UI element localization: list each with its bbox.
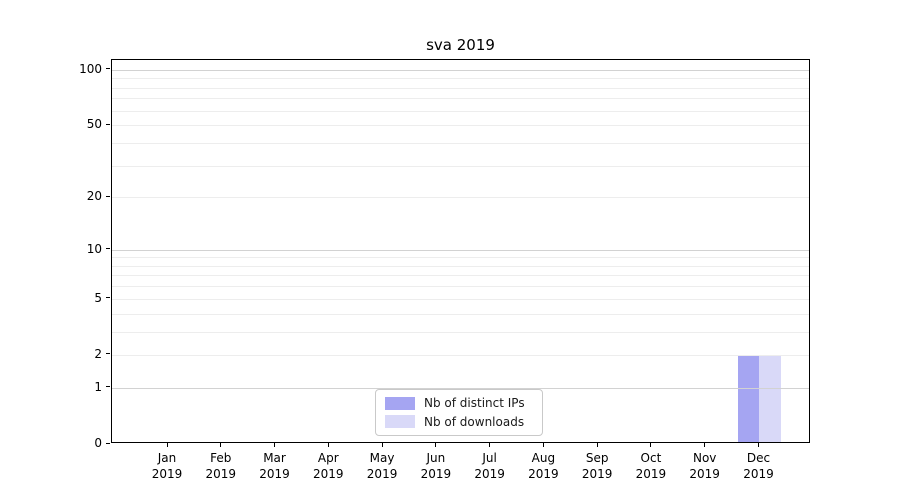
y-gridline-minor: [112, 165, 809, 167]
y-tick-label: 10: [86, 241, 102, 256]
y-gridline-minor: [112, 286, 809, 288]
y-tick: [106, 248, 110, 250]
y-gridline-minor: [112, 354, 809, 356]
x-tick-label: Sep 2019: [581, 451, 613, 481]
x-tick: [381, 443, 383, 447]
legend-swatch: [385, 396, 415, 410]
y-tick-label: 100: [79, 61, 102, 76]
x-tick: [435, 443, 437, 447]
y-gridline-major: [112, 249, 809, 251]
bar-nb-of-downloads: [759, 354, 781, 442]
x-tick: [757, 443, 759, 447]
y-tick-label: 20: [86, 189, 102, 204]
y-tick: [106, 297, 110, 299]
y-gridline-minor: [112, 298, 809, 300]
y-tick-label: 0: [94, 436, 102, 450]
x-tick-label: Jul 2019: [474, 451, 505, 481]
y-tick-label: 50: [86, 117, 102, 132]
legend-entry: Nb of downloads: [385, 415, 533, 429]
y-tick: [106, 195, 110, 197]
x-tick: [596, 443, 598, 447]
x-tick: [274, 443, 276, 447]
plot-area: [111, 59, 810, 443]
y-tick-label: 5: [94, 290, 102, 305]
chart-title: sva 2019: [426, 36, 495, 54]
y-gridline-minor: [112, 257, 809, 259]
y-gridline-minor: [112, 313, 809, 315]
y-tick: [106, 123, 110, 125]
legend-label: Nb of distinct IPs: [424, 396, 525, 411]
y-tick: [106, 353, 110, 355]
y-gridline-minor: [112, 110, 809, 112]
y-gridline-minor: [112, 197, 809, 199]
y-tick: [106, 386, 110, 388]
x-tick: [220, 443, 222, 447]
y-gridline-minor: [112, 331, 809, 333]
x-tick: [704, 443, 706, 447]
x-tick-label: Dec 2019: [743, 451, 774, 481]
bar-nb-of-distinct-ips: [737, 354, 760, 442]
x-tick-label: Jan 2019: [151, 451, 183, 481]
x-tick-label: Feb 2019: [205, 451, 237, 481]
y-gridline-major: [112, 387, 809, 389]
y-gridline-major: [112, 69, 809, 71]
x-tick: [327, 443, 329, 447]
y-gridline-minor: [112, 125, 809, 127]
y-gridline-minor: [112, 87, 809, 89]
y-tick: [106, 442, 110, 444]
legend-entry: Nb of distinct IPs: [385, 396, 533, 410]
x-tick-label: Mar 2019: [259, 451, 290, 481]
y-gridline-minor: [112, 142, 809, 144]
x-tick-label: Jun 2019: [420, 451, 452, 481]
x-tick-label: May 2019: [366, 451, 398, 481]
y-gridline-minor: [112, 265, 809, 267]
legend-swatch: [385, 415, 415, 429]
x-tick: [650, 443, 652, 447]
y-gridline-minor: [112, 275, 809, 277]
legend-label: Nb of downloads: [424, 414, 525, 429]
y-tick-label: 2: [94, 346, 102, 361]
x-tick: [542, 443, 544, 447]
x-tick: [489, 443, 491, 447]
x-tick-label: Apr 2019: [313, 451, 344, 481]
x-tick: [166, 443, 168, 447]
y-gridline-minor: [112, 78, 809, 80]
x-tick-label: Oct 2019: [635, 451, 667, 481]
y-tick-label: 1: [94, 379, 102, 394]
y-gridline-minor: [112, 98, 809, 100]
legend: Nb of distinct IPs Nb of downloads: [375, 389, 543, 436]
y-tick: [106, 68, 110, 70]
x-tick-label: Aug 2019: [528, 451, 559, 481]
x-tick-label: Nov 2019: [689, 451, 720, 481]
